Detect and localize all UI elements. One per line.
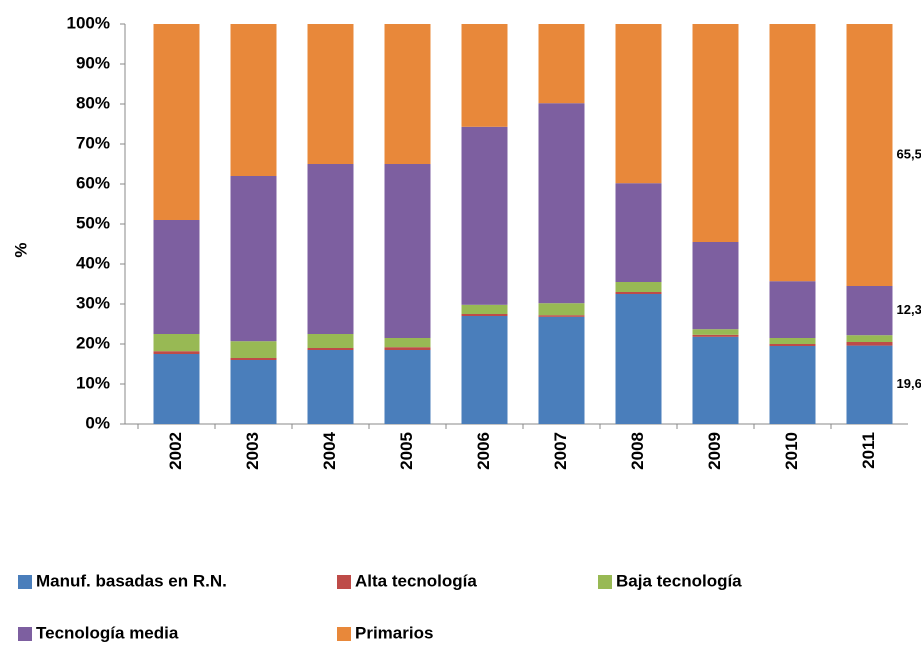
bar-segment [153,351,200,354]
x-tick-label: 2008 [628,432,647,470]
y-tick-label: 20% [76,333,110,352]
bar-segment [153,354,200,424]
bar-segment [538,103,585,304]
bar-segment [846,286,893,336]
y-tick-label: 90% [76,53,110,72]
y-tick-label: 0% [85,413,110,432]
bar-segment [538,316,585,424]
bar-segment [230,360,277,424]
bar-segment [692,24,739,242]
bar-segment [692,336,739,424]
legend-swatch [337,575,351,589]
legend-swatch [18,575,32,589]
bar-segment [769,281,816,338]
legend-label: Tecnología media [36,623,179,642]
legend-label: Baja tecnología [616,571,742,590]
bar-segment [769,346,816,424]
bar-segment [461,304,508,314]
y-axis-title: % [11,242,30,257]
legend-label: Alta tecnología [355,571,477,590]
bar-segment [307,164,354,334]
bar-segment [461,24,508,127]
bar-segment [461,126,508,305]
bar-segment [230,341,277,358]
x-tick-label: 2010 [782,432,801,470]
bar-segment [615,24,662,184]
bar-segment [307,348,354,350]
bar-segment [692,329,739,335]
bar-segment [461,314,508,316]
x-tick-label: 2003 [243,432,262,470]
bar-segment [615,292,662,294]
y-tick-label: 80% [76,93,110,112]
legend-label: Primarios [355,623,433,642]
bar-segment [615,282,662,292]
bar-segment [769,344,816,346]
y-tick-label: 50% [76,213,110,232]
bar-segment [153,334,200,352]
x-tick-label: 2006 [474,432,493,470]
x-tick-label: 2009 [705,432,724,470]
bar-segment [153,24,200,220]
bar-segment [769,338,816,344]
bar-segment [769,24,816,282]
legend-label: Manuf. basadas en R.N. [36,571,227,590]
x-tick-label: 2005 [397,432,416,470]
bar-segment [615,183,662,282]
bar-segment [846,342,893,346]
bar-segment [384,347,431,350]
bar-segment [538,315,585,317]
y-tick-label: 100% [67,13,110,32]
y-tick-label: 10% [76,373,110,392]
y-tick-label: 60% [76,173,110,192]
bar-segment [846,24,893,286]
legend-swatch [337,627,351,641]
bar-segment [461,316,508,424]
bar-segment [384,350,431,424]
bar-segment [230,358,277,360]
data-label: 12,3 [897,302,921,317]
bar-segment [230,176,277,342]
bar-segment [384,24,431,164]
bar-segment [538,24,585,104]
y-tick-label: 70% [76,133,110,152]
bar-segment [153,220,200,334]
bar-segment [230,24,277,176]
bar-segment [846,345,893,424]
bar-segment [384,338,431,348]
legend-swatch [598,575,612,589]
x-tick-label: 2007 [551,432,570,470]
bar-segment [307,350,354,424]
bar-segment [846,335,893,342]
bar-segment [384,164,431,338]
bar-segment [307,334,354,348]
x-tick-label: 2011 [859,432,878,469]
bar-segment [692,242,739,330]
y-tick-label: 40% [76,253,110,272]
bar-segment [307,24,354,164]
legend-swatch [18,627,32,641]
bar-segment [692,334,739,337]
x-tick-label: 2004 [320,431,339,469]
data-label: 19,6 [897,376,921,391]
x-tick-label: 2002 [166,432,185,470]
bar-segment [538,303,585,316]
data-label: 65,5 [897,146,921,161]
bar-segment [615,294,662,424]
y-tick-label: 30% [76,293,110,312]
